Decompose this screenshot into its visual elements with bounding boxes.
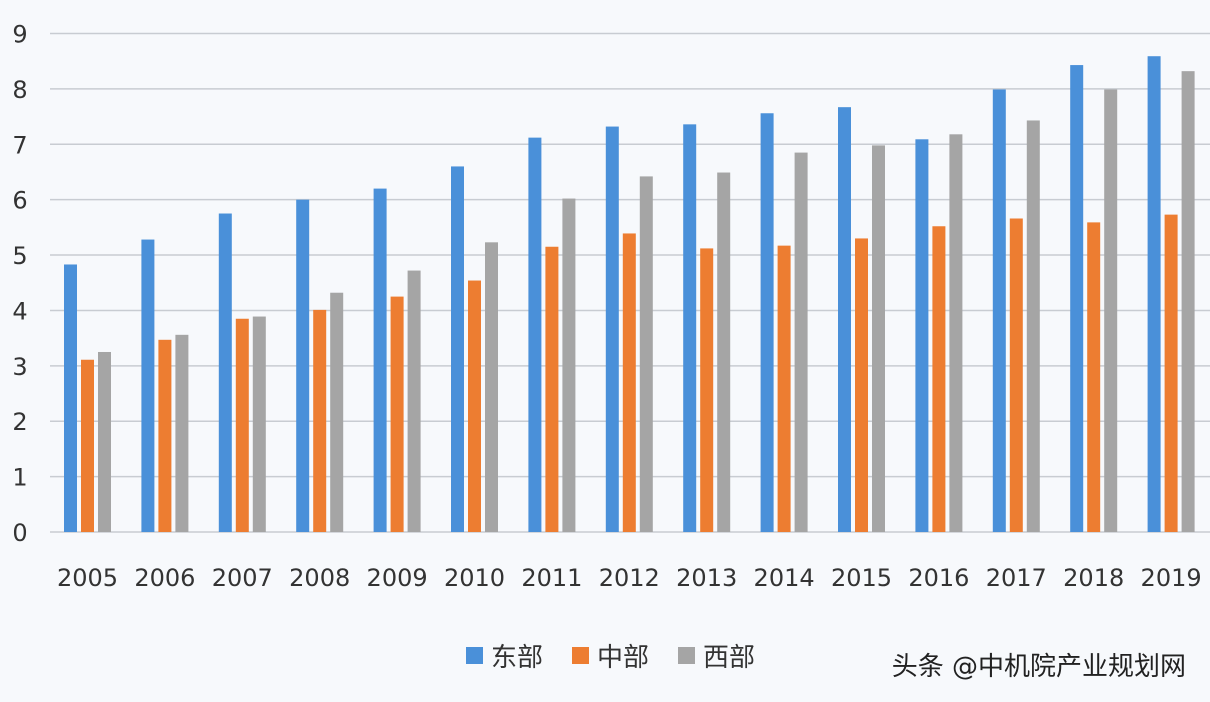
bar-东部-2018 <box>1070 65 1084 533</box>
bar-西部-2006 <box>175 334 189 532</box>
y-tick-label: 0 <box>12 519 27 547</box>
y-tick-label: 9 <box>12 21 27 49</box>
bar-中部-2009 <box>390 296 404 532</box>
bar-东部-2011 <box>528 137 542 532</box>
y-tick-label: 3 <box>12 353 27 381</box>
bar-西部-2009 <box>407 270 421 532</box>
bar-东部-2012 <box>605 126 619 532</box>
bar-西部-2008 <box>330 292 344 532</box>
x-tick-label: 2006 <box>134 564 195 592</box>
legend-swatch-2 <box>678 647 695 664</box>
bar-西部-2007 <box>252 316 266 532</box>
x-tick-label: 2009 <box>367 564 428 592</box>
bar-中部-2011 <box>545 246 559 532</box>
x-tick-label: 2015 <box>831 564 892 592</box>
bar-中部-2008 <box>313 309 327 532</box>
bar-东部-2005 <box>64 264 77 532</box>
bar-西部-2014 <box>794 152 808 532</box>
bar-中部-2012 <box>622 233 636 532</box>
watermark: 头条 @中机院产业规划网 <box>891 652 1186 682</box>
x-tick-label: 2012 <box>599 564 660 592</box>
y-tick-label: 2 <box>12 408 27 436</box>
bar-西部-2015 <box>872 145 885 532</box>
x-tick-label: 2014 <box>754 564 815 592</box>
bar-中部-2005 <box>81 359 94 532</box>
bar-东部-2007 <box>218 213 232 532</box>
y-tick-label: 8 <box>12 76 27 104</box>
bar-中部-2006 <box>158 339 172 532</box>
bar-中部-2018 <box>1087 222 1101 533</box>
bar-西部-2012 <box>639 176 653 533</box>
legend-label: 东部 <box>491 643 543 673</box>
x-tick-label: 2011 <box>521 564 582 592</box>
bar-东部-2006 <box>141 239 155 532</box>
bar-东部-2008 <box>296 199 310 532</box>
y-tick-label: 1 <box>12 464 27 492</box>
x-tick-label: 2016 <box>908 564 969 592</box>
x-tick-label: 2008 <box>289 564 350 592</box>
x-tick-label: 2017 <box>986 564 1047 592</box>
y-tick-label: 7 <box>12 131 27 159</box>
bar-中部-2019 <box>1164 214 1178 532</box>
y-tick-label: 6 <box>12 187 27 215</box>
legend-label: 中部 <box>597 643 649 673</box>
x-tick-label: 2018 <box>1063 564 1124 592</box>
bar-东部-2013 <box>683 124 697 533</box>
x-tick-label: 2019 <box>1141 564 1202 592</box>
bar-东部-2016 <box>915 139 929 532</box>
bar-西部-2016 <box>949 134 963 532</box>
bar-西部-2010 <box>485 242 498 533</box>
legend-swatch-0 <box>466 647 483 664</box>
legend-swatch-1 <box>572 647 589 664</box>
bar-西部-2018 <box>1104 89 1118 532</box>
x-tick-label: 2005 <box>57 564 118 592</box>
bar-东部-2015 <box>838 107 851 532</box>
bar-中部-2014 <box>777 245 791 532</box>
bar-中部-2016 <box>932 226 946 532</box>
bar-中部-2017 <box>1009 218 1023 532</box>
bar-西部-2011 <box>562 198 576 532</box>
bar-西部-2017 <box>1026 120 1040 532</box>
bar-东部-2009 <box>373 188 387 533</box>
bar-中部-2007 <box>235 318 249 532</box>
x-tick-label: 2007 <box>212 564 273 592</box>
bar-西部-2005 <box>98 351 111 532</box>
bar-中部-2015 <box>855 238 868 532</box>
bar-西部-2019 <box>1181 71 1195 533</box>
bar-中部-2010 <box>468 280 481 532</box>
bar-东部-2014 <box>760 113 774 532</box>
bar-东部-2017 <box>992 89 1006 532</box>
y-tick-label: 5 <box>12 242 27 270</box>
bar-东部-2010 <box>451 166 464 532</box>
x-tick-label: 2013 <box>676 564 737 592</box>
x-tick-label: 2010 <box>444 564 505 592</box>
bar-中部-2013 <box>700 248 714 533</box>
bar-西部-2013 <box>717 172 731 532</box>
y-tick-label: 4 <box>12 297 27 325</box>
legend-label: 西部 <box>703 643 755 673</box>
bar-东部-2019 <box>1147 56 1161 533</box>
